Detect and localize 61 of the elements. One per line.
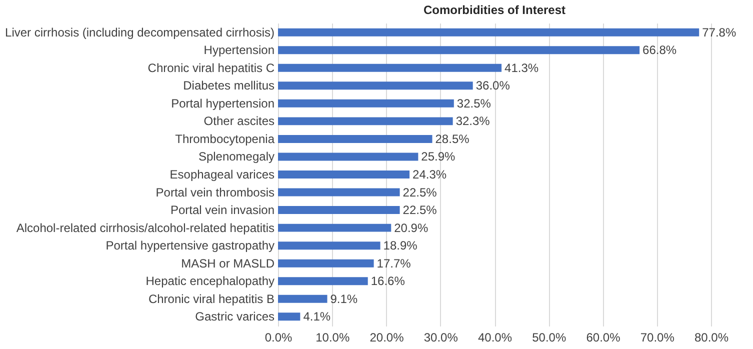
y-tick-label: Diabetes mellitus	[183, 78, 274, 93]
x-tick-label: 20.0%	[370, 330, 404, 344]
data-label: 22.5%	[402, 203, 438, 218]
x-tick-label: 80.0%	[694, 330, 729, 344]
y-tick-label: Alcohol-related cirrhosis/alcohol-related hepatitis	[16, 220, 274, 235]
data-label: 28.5%	[435, 132, 470, 146]
y-tick-label: Portal vein invasion	[170, 203, 274, 218]
data-label: 77.8%	[702, 25, 736, 40]
data-label: 9.1%	[330, 292, 358, 306]
x-tick-label: 70.0%	[640, 330, 675, 344]
data-label: 22.5%	[402, 185, 438, 200]
data-label: 32.3%	[456, 114, 490, 128]
bar	[278, 28, 700, 36]
bar	[278, 277, 368, 286]
bar	[278, 64, 502, 72]
y-tick-label: Portal hypertensive gastropathy	[106, 238, 274, 253]
x-tick-label: 30.0%	[424, 330, 458, 344]
data-label: 24.3%	[412, 168, 447, 182]
y-tick-label: Portal vein thrombosis	[156, 185, 274, 200]
y-tick-label: Chronic viral hepatitis C	[148, 60, 275, 75]
x-tick-label: 60.0%	[586, 330, 621, 344]
y-tick-label: Liver cirrhosis (including decompensated cirrhosis)	[5, 25, 274, 40]
bar	[278, 259, 374, 268]
data-label: 36.0%	[476, 78, 510, 93]
bar	[278, 224, 392, 232]
bar	[278, 82, 473, 90]
data-label: 17.7%	[376, 256, 412, 270]
bar	[278, 134, 432, 143]
y-tick-label: Gastric varices	[195, 310, 274, 324]
x-tick-label: 0.0%	[264, 330, 292, 344]
data-label: 16.6%	[370, 274, 406, 288]
bar	[278, 99, 454, 108]
bar	[278, 117, 453, 126]
x-tick-label: 10.0%	[316, 330, 350, 344]
bar	[278, 46, 640, 54]
bar	[278, 170, 410, 178]
y-tick-label: Hypertension	[204, 43, 274, 58]
data-label: 18.9%	[383, 238, 418, 253]
x-tick-label: 50.0%	[532, 330, 566, 344]
y-tick-label: Splenomegaly	[198, 150, 274, 164]
bar	[278, 294, 328, 303]
bar	[278, 242, 380, 250]
y-tick-label: Portal hypertension	[171, 96, 274, 110]
bar	[278, 152, 418, 161]
y-tick-label: MASH or MASLD	[181, 256, 275, 270]
y-tick-label: Chronic viral hepatitis B	[148, 292, 274, 306]
data-label: 25.9%	[421, 150, 456, 164]
data-label: 66.8%	[642, 43, 677, 58]
data-label: 32.5%	[456, 96, 492, 110]
data-label: 20.9%	[394, 220, 428, 235]
y-tick-label: Thrombocytopenia	[175, 132, 275, 146]
data-label: 41.3%	[504, 60, 539, 75]
y-tick-label: Esophageal varices	[170, 168, 274, 182]
bar	[278, 188, 400, 196]
chart-title: Comorbidities of Interest	[423, 3, 566, 17]
data-label: 4.1%	[303, 310, 331, 324]
x-tick-label: 40.0%	[478, 330, 512, 344]
y-tick-label: Hepatic encephalopathy	[146, 274, 274, 288]
y-tick-label: Other ascites	[204, 114, 274, 128]
bar	[278, 206, 400, 214]
bar	[278, 312, 300, 321]
